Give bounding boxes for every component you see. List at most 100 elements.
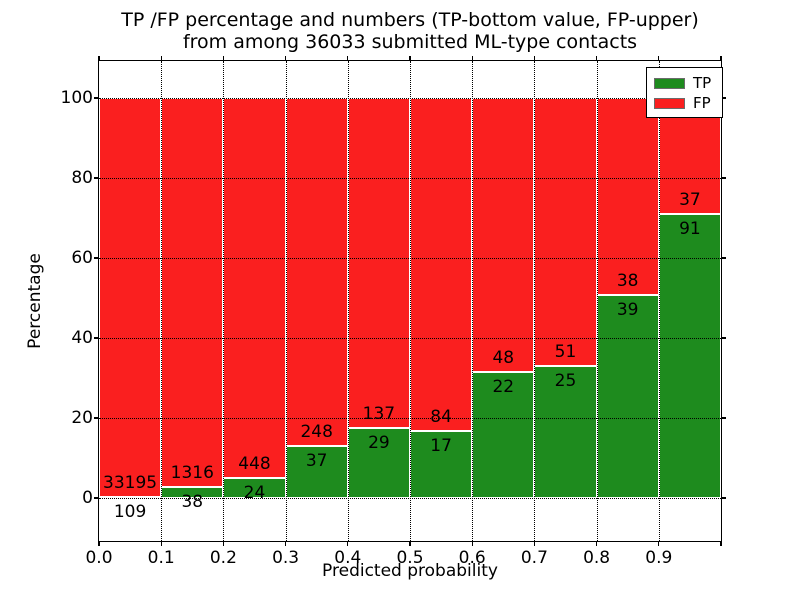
x-tick-mark xyxy=(98,56,100,61)
y-tick-label: 100 xyxy=(60,88,93,108)
y-gridline xyxy=(99,338,721,339)
x-tick-mark xyxy=(533,541,536,546)
y-tick-label: 60 xyxy=(71,248,93,268)
x-tick-mark xyxy=(284,541,287,546)
tp-count-label: 22 xyxy=(492,377,515,398)
x-gridline xyxy=(534,61,536,541)
bar-segment-tp xyxy=(347,428,410,498)
x-tick-mark xyxy=(160,541,162,546)
bar-segment-tp xyxy=(596,295,659,498)
x-tick-mark xyxy=(658,56,660,61)
fp-count-label: 38 xyxy=(616,271,639,292)
bar-segment-fp xyxy=(347,98,410,429)
y-gridline xyxy=(99,418,721,419)
y-tick-mark xyxy=(721,177,726,179)
x-tick-label: 0.5 xyxy=(396,548,424,568)
bar-segment-fp xyxy=(223,98,286,478)
bar-segment-fp xyxy=(472,98,535,373)
fp-count-label: 48 xyxy=(492,348,515,369)
x-tick-label: 0.7 xyxy=(520,548,548,568)
x-tick-label: 0.2 xyxy=(209,548,237,568)
y-tick-mark xyxy=(721,97,726,99)
x-tick-label: 0.0 xyxy=(85,548,113,568)
x-tick-mark xyxy=(533,56,536,61)
legend-label: FP xyxy=(693,93,711,112)
x-tick-label: 0.3 xyxy=(272,548,300,568)
x-tick-label: 0.8 xyxy=(583,548,611,568)
x-tick-label: 0.9 xyxy=(645,548,673,568)
fp-count-label: 51 xyxy=(554,342,577,363)
bar-segment-fp xyxy=(410,98,473,431)
x-tick-mark xyxy=(409,56,411,61)
tp-count-label: 25 xyxy=(554,371,577,392)
x-gridline xyxy=(658,61,660,541)
bar-segment-tp xyxy=(658,213,721,498)
bar-segment-tp xyxy=(410,430,473,498)
y-tick-mark xyxy=(721,497,726,499)
y-tick-mark xyxy=(94,177,99,179)
x-tick-mark xyxy=(409,541,411,546)
chart-title: TP /FP percentage and numbers (TP-bottom… xyxy=(99,9,721,53)
tp-count-label: 91 xyxy=(679,218,701,239)
y-tick-mark xyxy=(94,337,99,339)
legend-swatch-fp xyxy=(654,97,685,109)
x-tick-label: 0.6 xyxy=(458,548,486,568)
x-tick-label: 0.1 xyxy=(147,548,175,568)
x-gridline xyxy=(410,61,411,541)
legend-swatch-tp xyxy=(654,77,685,89)
x-gridline xyxy=(161,61,163,541)
tp-count-label: 38 xyxy=(181,491,204,512)
tp-count-label: 17 xyxy=(430,435,452,456)
x-gridline xyxy=(347,61,349,541)
plot-area: Percentage Predicted probability TP FP 33… xyxy=(25,56,726,581)
y-tick-mark xyxy=(94,97,99,99)
fp-count-label: 1316 xyxy=(170,462,214,483)
x-tick-mark xyxy=(347,541,349,546)
chart-title-line-1: TP /FP percentage and numbers (TP-bottom… xyxy=(121,9,699,31)
x-tick-mark xyxy=(471,541,473,546)
bar-segment-fp xyxy=(285,98,348,447)
y-gridline xyxy=(99,258,721,259)
y-tick-mark xyxy=(94,417,99,419)
y-tick-mark xyxy=(94,257,99,259)
x-gridline xyxy=(472,61,474,541)
fp-count-label: 137 xyxy=(362,404,396,425)
x-tick-label: 0.4 xyxy=(334,548,362,568)
tp-count-label: 29 xyxy=(368,433,390,454)
fp-count-label: 248 xyxy=(300,422,333,443)
fp-count-label: 448 xyxy=(238,453,271,474)
y-tick-label: 40 xyxy=(71,328,93,348)
x-tick-mark xyxy=(347,56,349,61)
x-tick-mark xyxy=(720,541,722,546)
x-tick-mark xyxy=(471,56,473,61)
tp-count-label: 109 xyxy=(113,501,147,522)
y-tick-label: 80 xyxy=(71,168,93,188)
tp-count-label: 37 xyxy=(305,451,328,472)
x-tick-mark xyxy=(98,541,100,546)
y-tick-mark xyxy=(721,417,726,419)
y-tick-label: 0 xyxy=(82,488,93,508)
y-axis-label: Percentage xyxy=(25,253,45,349)
y-gridline xyxy=(99,178,721,179)
y-gridline xyxy=(99,98,721,99)
y-tick-label: 20 xyxy=(71,408,93,428)
legend-entry-tp: TP xyxy=(654,73,722,93)
x-tick-mark xyxy=(284,56,287,61)
bar-segment-tp xyxy=(472,372,535,498)
bar-segment-fp xyxy=(161,98,224,487)
x-gridline xyxy=(285,61,287,541)
tp-count-label: 39 xyxy=(616,300,639,321)
x-tick-mark xyxy=(160,56,162,61)
chart-title-line-2: from among 36033 submitted ML-type conta… xyxy=(182,31,638,53)
x-tick-mark xyxy=(595,56,598,61)
fp-count-label: 84 xyxy=(430,406,452,427)
x-tick-mark xyxy=(658,541,660,546)
x-tick-mark xyxy=(222,56,225,61)
bar-segment-fp xyxy=(534,98,597,367)
x-axis-label: Predicted probability xyxy=(322,561,498,581)
x-gridline xyxy=(596,61,598,541)
fp-count-label: 33195 xyxy=(103,472,158,493)
fp-count-label: 37 xyxy=(679,189,701,210)
x-tick-mark xyxy=(720,56,722,61)
